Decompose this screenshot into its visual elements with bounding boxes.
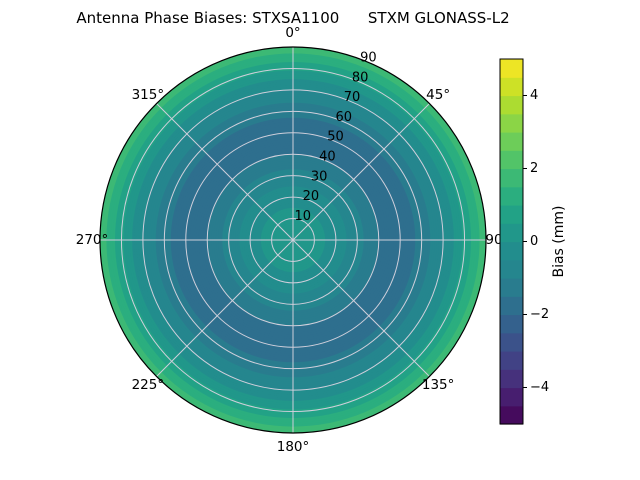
colorbar-segment bbox=[500, 332, 523, 352]
colorbar-tick-label: −2 bbox=[530, 307, 549, 322]
colorbar-segment bbox=[500, 387, 523, 407]
zenith-tick-label: 50 bbox=[327, 130, 344, 145]
zenith-tick-label: 60 bbox=[335, 110, 352, 125]
zenith-tick-label: 40 bbox=[319, 150, 336, 165]
colorbar-segment bbox=[500, 314, 523, 334]
azimuth-tick-label: 315° bbox=[132, 87, 165, 103]
colorbar-tick-label: 0 bbox=[530, 234, 538, 249]
zenith-tick-label: 70 bbox=[344, 90, 361, 105]
colorbar-segment bbox=[500, 77, 523, 97]
zenith-tick-label: 20 bbox=[303, 189, 320, 204]
colorbar-segment bbox=[500, 278, 523, 297]
polar-grid bbox=[100, 47, 486, 433]
colorbar-segment bbox=[500, 405, 523, 425]
colorbar-segment bbox=[500, 168, 523, 188]
zenith-tick-label: 30 bbox=[311, 169, 328, 184]
colorbar: −4 −2 0 2 4 Bias (mm) bbox=[499, 58, 567, 425]
azimuth-tick-label: 45° bbox=[426, 87, 450, 103]
colorbar-tick-label: 2 bbox=[530, 161, 538, 176]
polar-outline bbox=[99, 46, 487, 434]
azimuth-tick-label: 0° bbox=[285, 25, 300, 41]
colorbar-segment bbox=[500, 351, 523, 370]
colorbar-segment bbox=[500, 95, 523, 115]
colorbar-tick-label: −4 bbox=[530, 380, 549, 395]
colorbar-segment bbox=[500, 369, 523, 389]
azimuth-tick-label: 180° bbox=[277, 439, 310, 455]
colorbar-segment bbox=[500, 205, 523, 224]
azimuth-tick-label: 90 bbox=[485, 232, 502, 248]
colorbar-segment bbox=[500, 241, 523, 261]
colorbar-tick-label: 4 bbox=[530, 88, 538, 103]
zenith-tick-label: 90 bbox=[360, 50, 377, 65]
colorbar-label: Bias (mm) bbox=[551, 205, 567, 277]
chart-title: Antenna Phase Biases: STXSA1100 STXM GLO… bbox=[76, 9, 510, 27]
azimuth-tick-label: 135° bbox=[422, 377, 455, 393]
colorbar-segment bbox=[500, 259, 523, 279]
colorbar-segment bbox=[500, 132, 523, 151]
colorbar-segment bbox=[500, 113, 523, 133]
colorbar-segment bbox=[500, 59, 523, 78]
azimuth-tick-labels: 0° 45° 90 135° 180° 225° 270° 315° bbox=[76, 25, 503, 455]
azimuth-tick-label: 225° bbox=[132, 377, 165, 393]
zenith-tick-label: 10 bbox=[294, 209, 311, 224]
colorbar-segment bbox=[500, 186, 523, 206]
colorbar-segment bbox=[500, 223, 523, 243]
colorbar-segment bbox=[500, 296, 523, 316]
zenith-tick-label: 80 bbox=[352, 70, 369, 85]
zenith-tick-labels: 10 20 30 40 50 60 70 80 90 bbox=[294, 50, 376, 223]
azimuth-tick-label: 270° bbox=[76, 232, 109, 248]
colorbar-segment bbox=[500, 150, 523, 170]
